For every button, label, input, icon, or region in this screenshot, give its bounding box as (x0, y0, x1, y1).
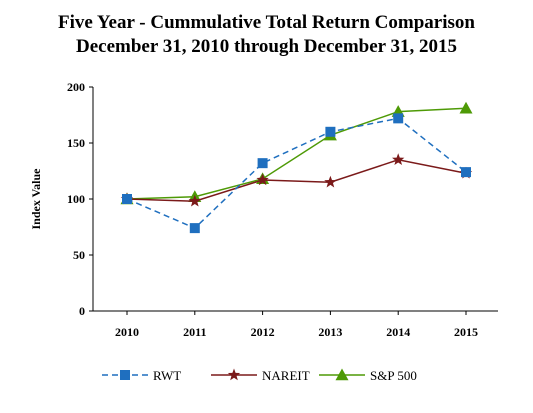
data-point-rwt (257, 158, 268, 169)
legend-marker-s-p-500 (335, 368, 349, 381)
series-rwt (122, 113, 471, 234)
y-axis-ticks: 0 50 100 150 200 (67, 80, 93, 318)
data-point-rwt (393, 113, 404, 124)
y-tick-label: 50 (73, 248, 85, 262)
y-tick-label: 100 (67, 192, 85, 206)
x-tick-label: 2012 (251, 325, 275, 339)
data-point-nareit (392, 153, 405, 166)
data-point-nareit (324, 175, 337, 188)
chart-subtitle: December 31, 2010 through December 31, 2… (76, 36, 457, 57)
data-point-rwt (461, 167, 471, 178)
x-tick-label: 2011 (183, 325, 206, 339)
y-tick-label: 150 (67, 136, 85, 150)
legend-item-nareit: NAREIT (211, 368, 310, 383)
data-point-nareit (188, 194, 201, 207)
series-s-p-500 (120, 101, 473, 205)
data-point-rwt (122, 194, 132, 204)
chart-title: Five Year - Cummulative Total Return Com… (58, 12, 475, 33)
x-tick-label: 2014 (386, 325, 410, 339)
y-tick-label: 0 (79, 304, 85, 318)
data-point-rwt (325, 126, 336, 137)
legend-item-rwt: RWT (102, 368, 181, 383)
x-axis-ticks: 2010 2011 2012 2013 2014 2015 (115, 311, 478, 339)
legend-marker-rwt (120, 370, 130, 380)
legend-marker-nareit (227, 368, 241, 381)
chart-axes (92, 87, 498, 312)
legend-item-s-p-500: S&P 500 (319, 368, 417, 383)
legend-label-s-p-500: S&P 500 (370, 368, 417, 383)
x-tick-label: 2010 (115, 325, 139, 339)
series-nareit (120, 153, 473, 207)
legend-label-rwt: RWT (153, 368, 181, 383)
legend: RWT NAREIT S&P 500 (102, 368, 417, 383)
legend-label-nareit: NAREIT (262, 368, 310, 383)
series-group (120, 101, 473, 234)
x-tick-label: 2013 (318, 325, 342, 339)
y-tick-label: 200 (67, 80, 85, 94)
series-line-s-p-500 (126, 107, 467, 200)
series-line-nareit (126, 159, 467, 202)
series-line-rwt (126, 117, 467, 230)
data-point-rwt (189, 223, 200, 234)
data-point-nareit (256, 173, 269, 186)
y-axis-label: Index Value (29, 168, 43, 230)
x-tick-label: 2015 (454, 325, 478, 339)
data-point-s-p-500 (459, 101, 473, 114)
